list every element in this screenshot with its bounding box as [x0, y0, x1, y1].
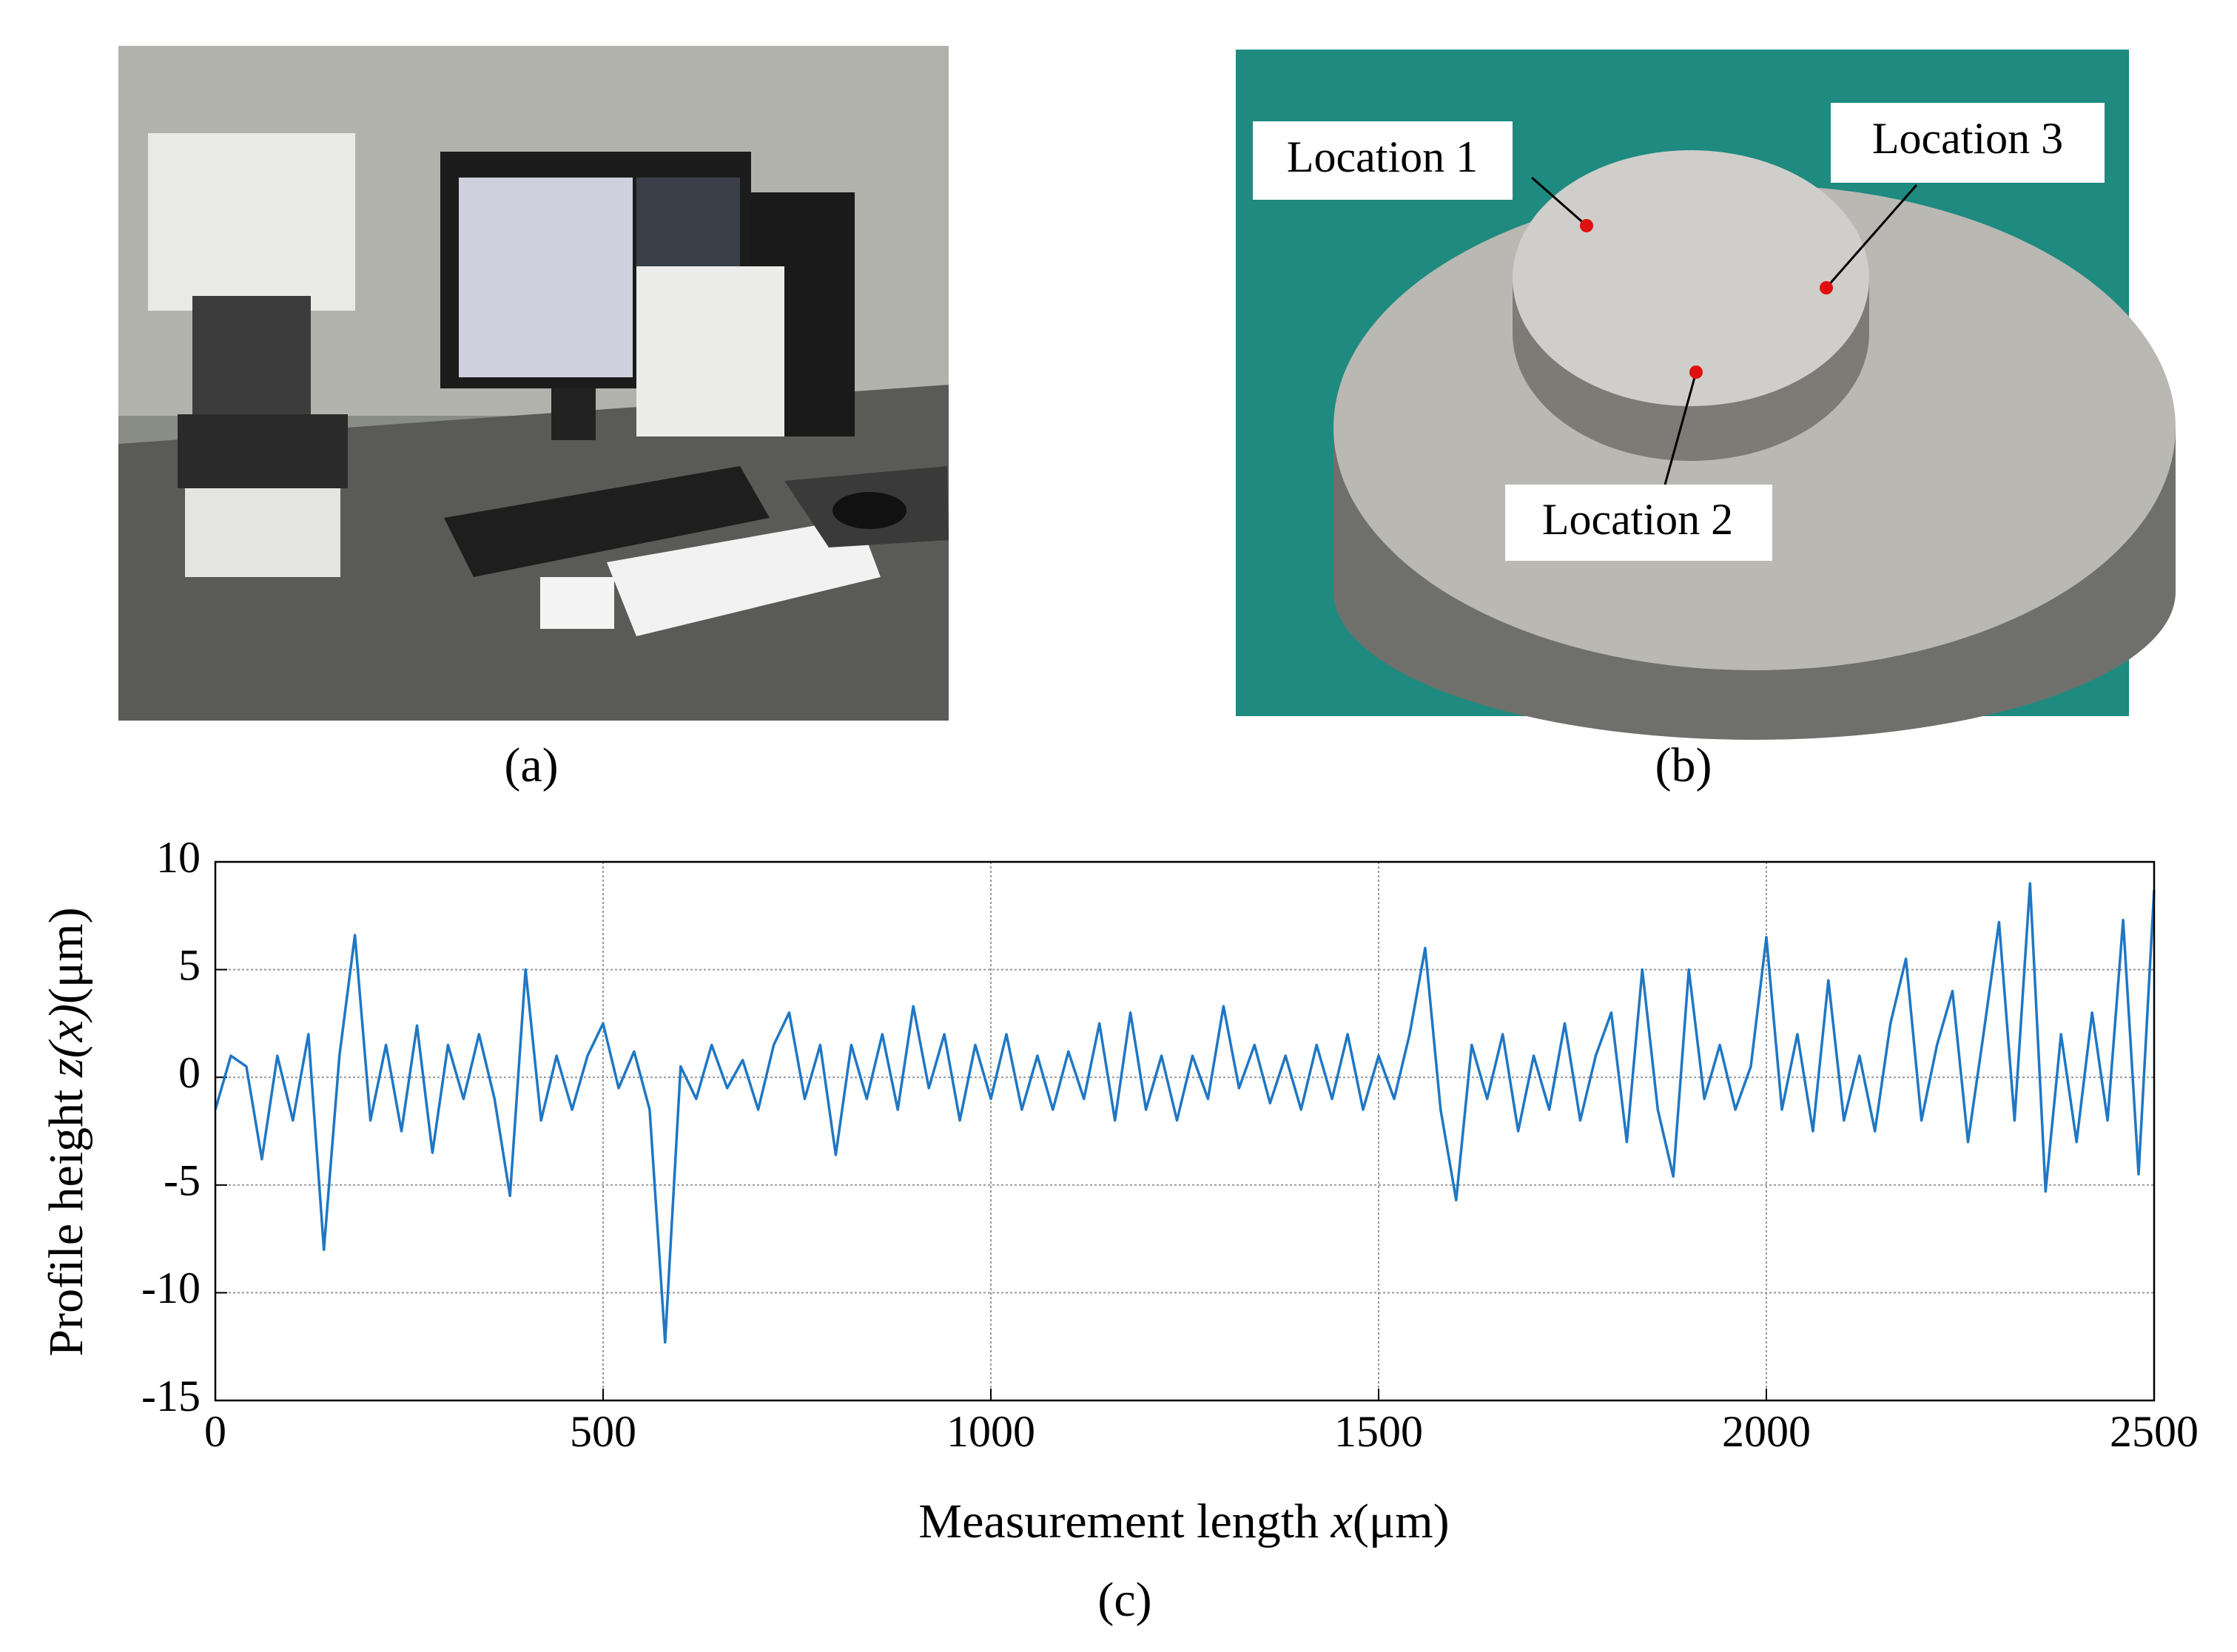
- location-label: Location 2: [1542, 495, 1733, 544]
- y-tick-label: -15: [141, 1372, 201, 1420]
- x-tick-label: 500: [570, 1407, 636, 1456]
- photo-b: Location 1 Location 2 Location 3: [1236, 50, 2176, 740]
- x-tick-label: 1500: [1334, 1407, 1423, 1456]
- y-axis-label-part: z(x): [39, 1004, 93, 1078]
- x-axis-label-part: Measurement length: [918, 1494, 1331, 1548]
- panel-label: (a): [504, 738, 558, 792]
- x-axis-label-part: (μm): [1353, 1494, 1450, 1548]
- y-tick-label: 0: [178, 1048, 201, 1097]
- location-label: Location 3: [1872, 114, 2063, 163]
- x-tick-label: 0: [204, 1407, 226, 1456]
- x-axis-label-part: x: [1331, 1494, 1353, 1548]
- y-tick-label: 5: [178, 940, 201, 989]
- panel-label: (b): [1655, 738, 1712, 792]
- x-tick-label: 2000: [1722, 1407, 1811, 1456]
- y-tick-label: -10: [141, 1264, 201, 1312]
- y-axis-label: Profile height z(x)(μm): [39, 907, 93, 1356]
- photo-a: [118, 46, 949, 721]
- y-axis-label-part: (μm): [39, 907, 93, 1004]
- x-axis-label: Measurement length x(μm): [918, 1494, 1449, 1548]
- y-axis-label-part: Profile height: [39, 1077, 93, 1357]
- plot-frame: [214, 860, 2156, 1402]
- panel-label: (c): [1097, 1573, 1151, 1627]
- location-label: Location 1: [1287, 132, 1478, 181]
- x-tick-label: 2500: [2110, 1407, 2199, 1456]
- profile-line: [214, 882, 2156, 1344]
- x-tick-label: 1000: [946, 1407, 1035, 1456]
- y-tick-label: 10: [156, 833, 201, 882]
- y-tick-label: -5: [164, 1156, 201, 1205]
